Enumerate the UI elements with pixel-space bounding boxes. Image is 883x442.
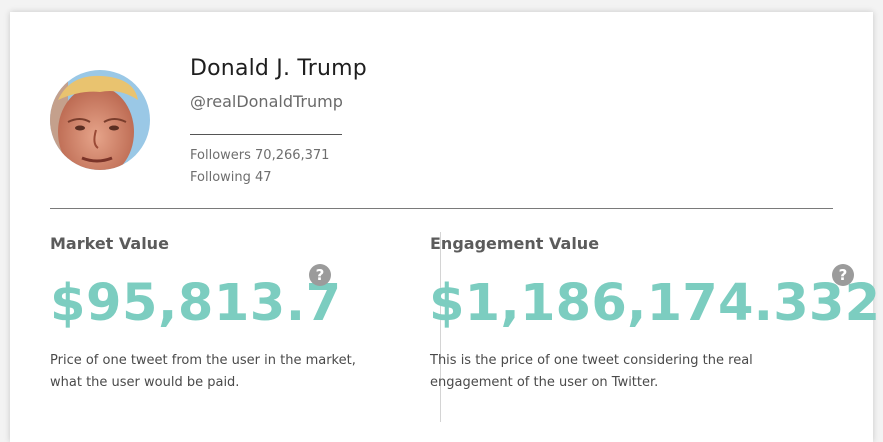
profile-value-card: Donald J. Trump @realDonaldTrump Followe… bbox=[10, 12, 880, 442]
question-circle-icon[interactable]: ? bbox=[309, 264, 331, 286]
engagement-value-description: This is the price of one tweet consideri… bbox=[430, 353, 753, 390]
avatar bbox=[50, 70, 150, 170]
engagement-value-amount: $1,186,174.332 bbox=[429, 274, 881, 333]
profile-name: Donald J. Trump bbox=[190, 56, 367, 81]
market-value-description: Price of one tweet from the user in the … bbox=[50, 353, 356, 390]
section-divider bbox=[50, 208, 833, 209]
followers-count: Followers 70,266,371 bbox=[190, 148, 330, 163]
market-value-title: Market Value bbox=[50, 234, 169, 253]
following-count: Following 47 bbox=[190, 170, 272, 185]
profile-handle[interactable]: @realDonaldTrump bbox=[190, 92, 343, 111]
market-value-amount: $95,813.7 bbox=[50, 274, 342, 333]
question-circle-icon[interactable]: ? bbox=[832, 264, 854, 286]
engagement-value-title: Engagement Value bbox=[430, 234, 600, 253]
profile-divider bbox=[190, 134, 342, 135]
column-divider bbox=[440, 232, 441, 422]
